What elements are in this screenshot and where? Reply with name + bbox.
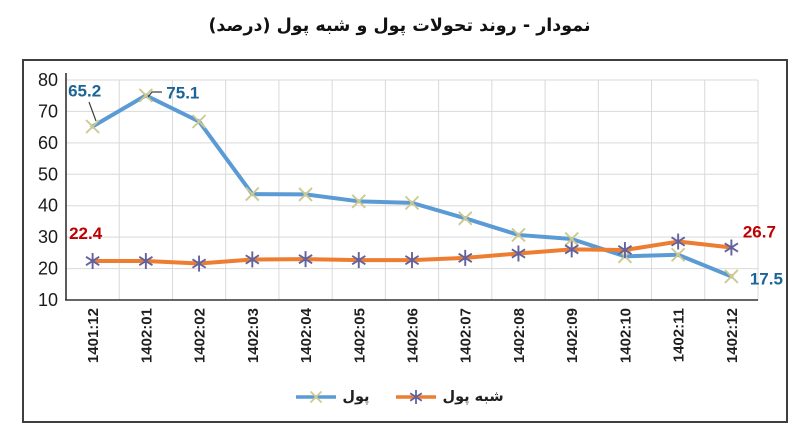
y-tick-label: 30 <box>38 227 58 247</box>
legend-item-money: پول <box>295 388 369 406</box>
legend-item-quasi-money: شبه پول <box>395 388 504 406</box>
chart-frame <box>22 59 788 423</box>
chart-legend: پول شبه پول <box>0 384 799 410</box>
x-tick-label: 1402:12 <box>724 308 741 363</box>
chart-title: نمودار - روند تحولات پول و شبه پول (درصد… <box>208 16 591 36</box>
x-tick-label: 1402:05 <box>351 308 368 363</box>
data-label: 65.2 <box>68 82 101 101</box>
y-tick-label: 10 <box>38 290 58 310</box>
axes <box>65 73 758 301</box>
data-label: 22.4 <box>69 224 103 243</box>
x-tick-label: 1402:10 <box>617 308 634 363</box>
legend-marker-quasi-money <box>396 390 437 404</box>
x-tick-label: 1402:06 <box>405 308 422 363</box>
x-tick-label: 1402:07 <box>458 308 475 363</box>
x-tick-label: 1402:02 <box>192 308 209 363</box>
series-markers-quasi-money <box>85 233 739 272</box>
data-labels-money: 65.2 75.1 17.5 <box>68 82 783 289</box>
gridlines <box>66 79 759 300</box>
x-tick-label: 1402:03 <box>245 308 262 363</box>
y-tick-label: 40 <box>38 196 58 216</box>
x-tick-label: 1402:11 <box>671 308 688 362</box>
x-tick-label: 1402:04 <box>298 307 315 363</box>
data-label: 26.7 <box>743 223 776 242</box>
x-tick-label: 1402:08 <box>511 308 528 363</box>
data-label: 75.1 <box>166 83 199 102</box>
y-tick-label: 20 <box>38 259 58 279</box>
legend-marker-money <box>296 390 337 404</box>
data-labels-quasi-money: 22.4 26.7 <box>69 223 776 244</box>
y-tick-label: 70 <box>38 101 58 121</box>
x-tick-label: 1402:01 <box>138 308 155 363</box>
x-tick-label: 1402:09 <box>564 308 581 363</box>
data-label-leaders <box>88 91 162 122</box>
x-axis-labels: 1401:12 1402:01 1402:02 1402:03 1402:04 1402:… <box>85 307 741 363</box>
legend-label-quasi-money: شبه پول <box>442 389 504 405</box>
y-axis-labels: 80 70 60 50 40 30 20 10 <box>38 70 58 310</box>
y-tick-label: 60 <box>38 133 58 153</box>
y-tick-label: 50 <box>38 164 58 184</box>
legend-label-money: پول <box>342 389 370 405</box>
data-label: 17.5 <box>750 269 783 288</box>
y-tick-label: 80 <box>38 70 58 90</box>
x-tick-label: 1401:12 <box>85 308 102 363</box>
